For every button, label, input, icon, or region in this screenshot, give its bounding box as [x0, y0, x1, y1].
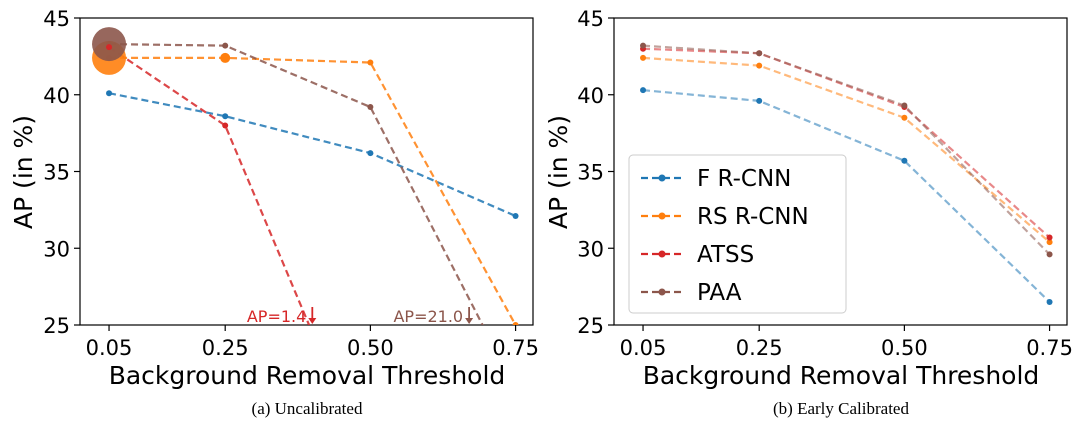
series-line-paa — [642, 44, 1051, 256]
legend: F R-CNN RS R-CNN ATSS PAA — [628, 154, 847, 314]
caption: (b) Early Calibrated — [773, 399, 909, 418]
series-line-frcnn — [642, 89, 1051, 303]
x-tick-label: 0.25 — [736, 336, 783, 360]
x-tick-label: 0.50 — [347, 336, 394, 360]
data-point-frcnn — [1046, 298, 1053, 305]
data-point-paa — [222, 42, 229, 49]
data-point-paa — [640, 42, 647, 49]
y-tick-label: 30 — [43, 237, 70, 261]
series-line-atss — [108, 46, 311, 325]
legend-label-rsrcnn: RS R-CNN — [697, 204, 809, 230]
data-point-paa — [1046, 251, 1053, 258]
series-clip — [640, 42, 1053, 305]
panel-uncalibrated: AP=1.4 AP=21.0 0.05 0.25 0.50 0.75 25 30 35 40 45… — [9, 7, 539, 418]
data-point-paa — [367, 104, 374, 111]
legend-marker-paa — [658, 288, 666, 296]
data-point-frcnn — [512, 213, 519, 220]
data-point-rsrcnn — [901, 114, 908, 121]
y-tick-label: 35 — [43, 161, 70, 185]
highlight-marker-rsrcnn — [220, 52, 231, 63]
axes: 0.05 0.25 0.50 0.75 25 30 35 40 45 — [577, 7, 1073, 360]
x-tick-label: 0.50 — [881, 336, 928, 360]
y-axis-label: AP (in %) — [9, 115, 38, 229]
y-tick-label: 35 — [577, 161, 604, 185]
legend-box — [628, 154, 847, 314]
plot-frame — [79, 17, 534, 326]
y-tick-label: 25 — [577, 314, 604, 338]
data-point-frcnn — [106, 90, 113, 97]
data-point-rsrcnn — [1046, 239, 1053, 246]
legend-label-frcnn: F R-CNN — [697, 166, 791, 192]
off-scale-arrowhead — [465, 318, 474, 324]
data-point-atss — [1046, 234, 1053, 241]
x-axis-label: Background Removal Threshold — [643, 361, 1040, 390]
legend-marker-frcnn — [658, 174, 666, 182]
y-tick-label: 25 — [43, 314, 70, 338]
y-tick-label: 30 — [577, 237, 604, 261]
legend-marker-rsrcnn — [658, 212, 666, 220]
series-clip — [106, 41, 519, 325]
data-point-frcnn — [756, 97, 763, 104]
caption: (a) Uncalibrated — [252, 399, 363, 418]
y-axis-label: AP (in %) — [544, 115, 573, 229]
y-tick-label: 45 — [577, 7, 604, 31]
legend-label-paa: PAA — [697, 280, 742, 306]
data-point-frcnn — [901, 157, 908, 164]
data-point-rsrcnn — [512, 322, 519, 325]
data-point-frcnn — [640, 87, 647, 94]
axes: 0.05 0.25 0.50 0.75 25 30 35 40 45 — [43, 7, 539, 360]
y-tick-label: 40 — [43, 84, 70, 108]
x-axis-label: Background Removal Threshold — [109, 361, 506, 390]
data-point-atss — [222, 122, 229, 129]
data-point-paa — [756, 50, 763, 57]
series-layer: AP=1.4 AP=21.0 — [92, 27, 519, 326]
legend-marker-atss — [658, 250, 666, 258]
x-tick-label: 0.75 — [1026, 336, 1073, 360]
off-scale-annotation: AP=21.0 — [393, 307, 463, 326]
panel-early-calibrated: 0.05 0.25 0.50 0.75 25 30 35 40 45 Background Re… — [544, 7, 1073, 418]
data-point-frcnn — [222, 113, 229, 120]
x-tick-label: 0.25 — [202, 336, 249, 360]
legend-label-atss: ATSS — [697, 242, 754, 268]
y-tick-label: 45 — [43, 7, 70, 31]
data-point-paa — [901, 102, 908, 109]
y-tick-label: 40 — [577, 84, 604, 108]
series-line-rsrcnn — [109, 56, 517, 325]
data-point-rsrcnn — [640, 54, 647, 61]
series-line-frcnn — [108, 92, 517, 218]
series-layer — [640, 42, 1053, 305]
off-scale-annotation: AP=1.4 — [247, 307, 306, 326]
highlight-marker-paa — [92, 27, 127, 62]
data-point-rsrcnn — [367, 59, 374, 66]
series-line-paa — [109, 42, 484, 325]
x-tick-label: 0.05 — [86, 336, 133, 360]
x-tick-label: 0.05 — [620, 336, 667, 360]
off-scale-arrowhead — [308, 318, 317, 324]
x-tick-label: 0.75 — [492, 336, 539, 360]
data-point-frcnn — [367, 150, 374, 157]
data-point-atss — [106, 44, 113, 51]
data-point-rsrcnn — [756, 62, 763, 69]
